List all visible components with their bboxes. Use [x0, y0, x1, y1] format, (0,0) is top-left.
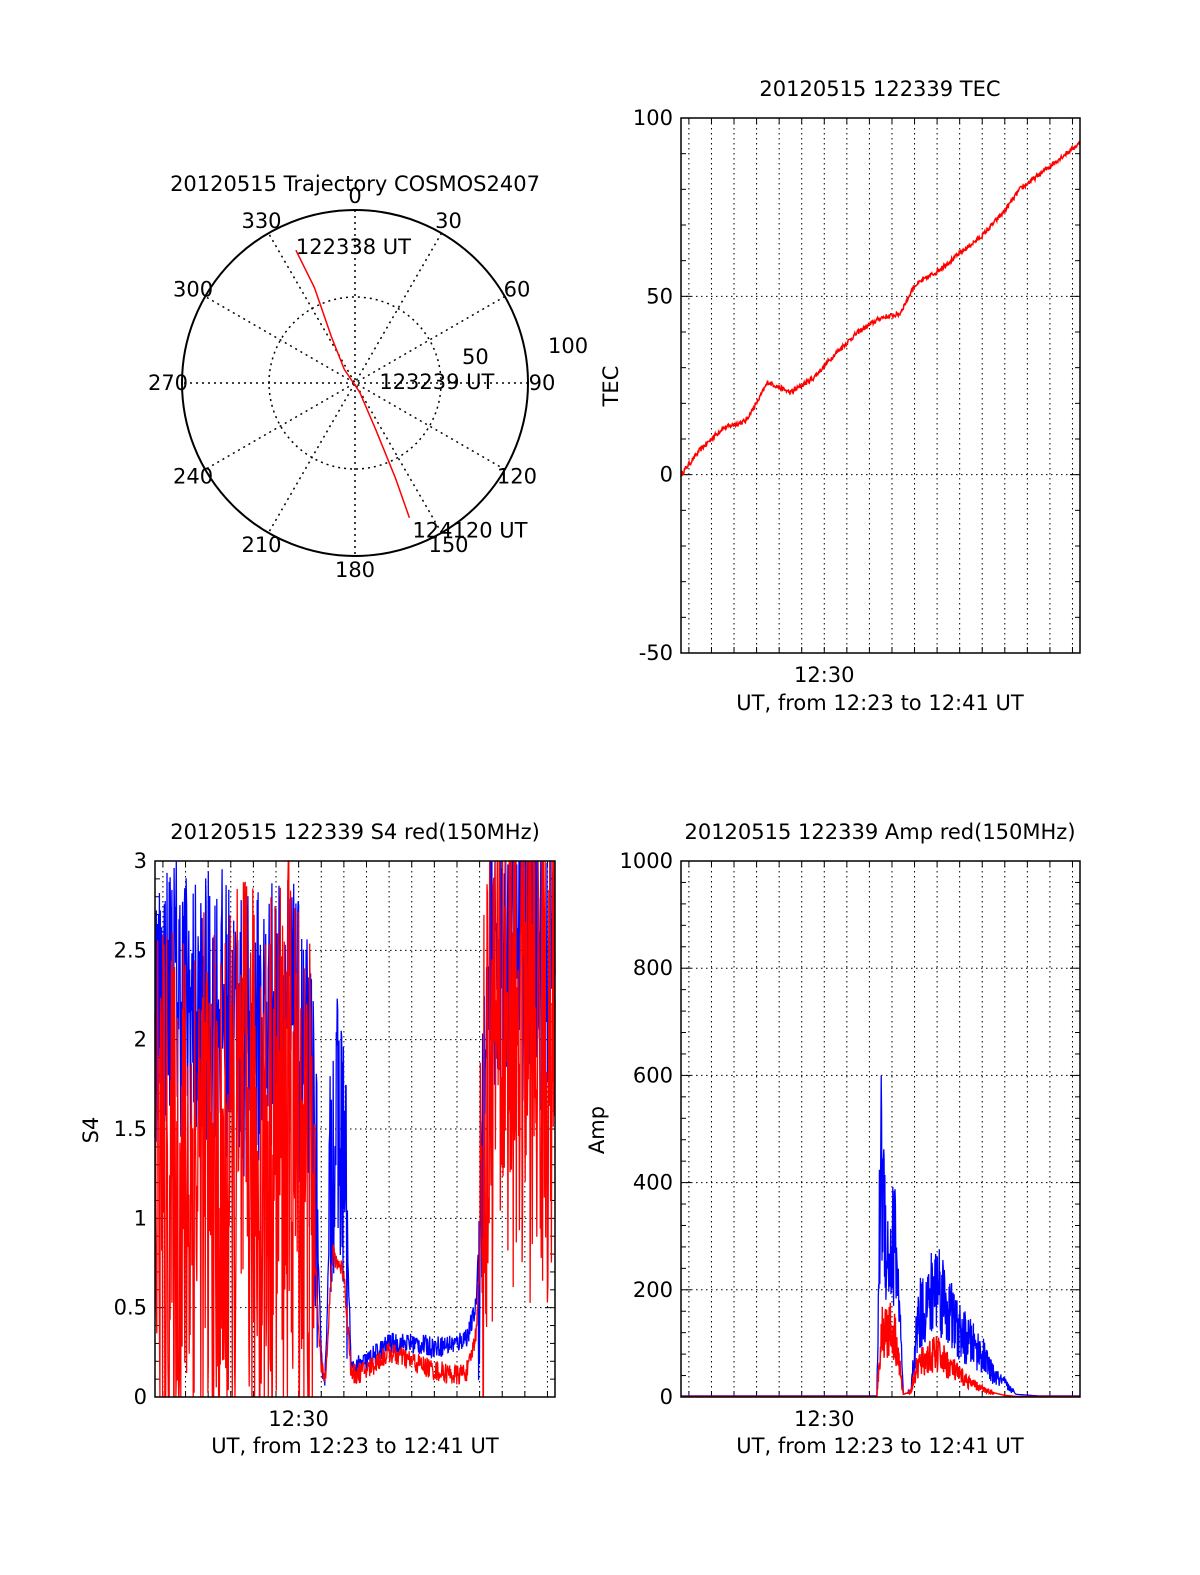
radial-label-50: 50 — [462, 345, 489, 369]
s4-x-axis-label: UT, from 12:23 to 12:41 UT — [211, 1434, 499, 1458]
y-tick-label: 0 — [134, 1385, 147, 1409]
s4-panel: 20120515 122339 S4 red(150MHz) 0 0.5 1 1.5 2… — [79, 820, 556, 1458]
polar-angle-label-330: 330 — [241, 209, 281, 233]
trajectory-line — [295, 249, 411, 518]
y-tick-label: 2 — [134, 1028, 147, 1052]
tec-series-line — [680, 140, 1081, 477]
y-tick-label: 2.5 — [114, 938, 147, 962]
polar-angle-label-30: 30 — [435, 209, 462, 233]
x-tick-label: 12:30 — [794, 663, 855, 687]
y-tick-label: 50 — [646, 284, 673, 308]
y-tick-label: 0 — [660, 463, 673, 487]
polar-angle-label-90: 90 — [529, 371, 556, 395]
y-tick-label: 600 — [633, 1063, 673, 1087]
polar-angle-label-300: 300 — [173, 278, 213, 302]
tec-x-tick-labels: 12:30 — [794, 663, 855, 687]
y-tick-label: 1000 — [620, 849, 673, 873]
y-tick-label: 100 — [633, 106, 673, 130]
trajectory-annotation-3: 124120 UT — [412, 519, 527, 543]
tec-x-axis-label: UT, from 12:23 to 12:41 UT — [736, 691, 1024, 715]
amp-x-tick-labels: 12:30 — [794, 1407, 855, 1431]
s4-plot-frame — [154, 860, 556, 1398]
amp-series-red — [681, 1302, 1080, 1398]
polar-spoke-120 — [204, 295, 506, 471]
polar-angle-label-270: 270 — [148, 371, 188, 395]
polar-spoke-150 — [267, 232, 443, 534]
amp-y-tick-labels: 0 200 400 600 800 1000 — [620, 849, 673, 1409]
s4-y-tick-labels: 0 0.5 1 1.5 2 2.5 3 — [114, 849, 147, 1409]
tec-panel: 20120515 122339 TEC -50 0 50 100 12:30 UT, … — [599, 77, 1081, 715]
s4-x-tick-labels: 12:30 — [268, 1407, 329, 1431]
y-tick-label: 0.5 — [114, 1296, 147, 1320]
amp-plot-frame — [680, 860, 1081, 1398]
polar-angle-labels: 0 30 60 90 120 150 180 210 240 270 300 330 — [148, 184, 555, 582]
polar-angle-label-120: 120 — [497, 465, 537, 489]
polar-angle-label-0: 0 — [348, 184, 361, 208]
polar-spokes — [182, 210, 528, 556]
trajectory-annotations: 122338 UT 123239 UT 124120 UT — [296, 235, 528, 542]
y-tick-label: 1 — [134, 1206, 147, 1230]
trajectory-title: 20120515 Trajectory COSMOS2407 — [170, 172, 540, 196]
amp-title: 20120515 122339 Amp red(150MHz) — [684, 820, 1075, 844]
s4-series-red — [154, 860, 556, 1398]
amp-panel: 20120515 122339 Amp red(150MHz) 0 200 400 6… — [585, 820, 1081, 1458]
polar-angle-label-210: 210 — [241, 533, 281, 557]
polar-angle-label-180: 180 — [335, 558, 375, 582]
polar-grid — [181, 209, 529, 557]
tec-title: 20120515 122339 TEC — [759, 77, 1000, 101]
y-tick-label: 200 — [633, 1278, 673, 1302]
y-tick-label: 3 — [134, 849, 147, 873]
y-tick-label: 400 — [633, 1171, 673, 1195]
tec-plot-frame — [680, 117, 1081, 654]
polar-angle-label-240: 240 — [173, 465, 213, 489]
trajectory-annotation-2: 123239 UT — [379, 370, 494, 394]
amp-y-axis-label: Amp — [585, 1106, 609, 1154]
radial-label-100: 100 — [548, 334, 588, 358]
y-tick-label: 0 — [660, 1385, 673, 1409]
polar-angle-label-60: 60 — [504, 278, 531, 302]
s4-y-axis-label: S4 — [79, 1117, 103, 1144]
tec-y-axis-label: TEC — [599, 366, 623, 408]
polar-spoke-60 — [204, 295, 506, 471]
polar-spoke-30 — [267, 232, 443, 534]
x-tick-label: 12:30 — [268, 1407, 329, 1431]
polar-inner-ring — [268, 296, 442, 470]
amp-x-axis-label: UT, from 12:23 to 12:41 UT — [736, 1434, 1024, 1458]
tec-y-tick-labels: -50 0 50 100 — [633, 106, 673, 665]
polar-angle-label-150: 150 — [428, 533, 468, 557]
tec-grid — [681, 117, 1080, 654]
trajectory-annotation-1: 122338 UT — [296, 235, 411, 259]
y-tick-label: 1.5 — [114, 1117, 147, 1141]
trajectory-panel: 20120515 Trajectory COSMOS2407 030609012… — [148, 172, 588, 582]
tec-minor-ticks — [681, 117, 1080, 654]
y-tick-label: -50 — [639, 641, 673, 665]
s4-title: 20120515 122339 S4 red(150MHz) — [170, 820, 540, 844]
y-tick-label: 800 — [633, 956, 673, 980]
x-tick-label: 12:30 — [794, 1407, 855, 1431]
